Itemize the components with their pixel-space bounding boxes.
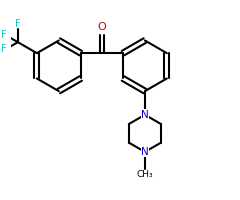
Text: F: F <box>0 44 6 54</box>
Text: N: N <box>141 110 149 120</box>
Text: CH₃: CH₃ <box>137 170 153 179</box>
Text: F: F <box>15 19 21 29</box>
Text: O: O <box>97 22 106 32</box>
Text: F: F <box>0 30 6 40</box>
Text: N: N <box>141 147 149 157</box>
